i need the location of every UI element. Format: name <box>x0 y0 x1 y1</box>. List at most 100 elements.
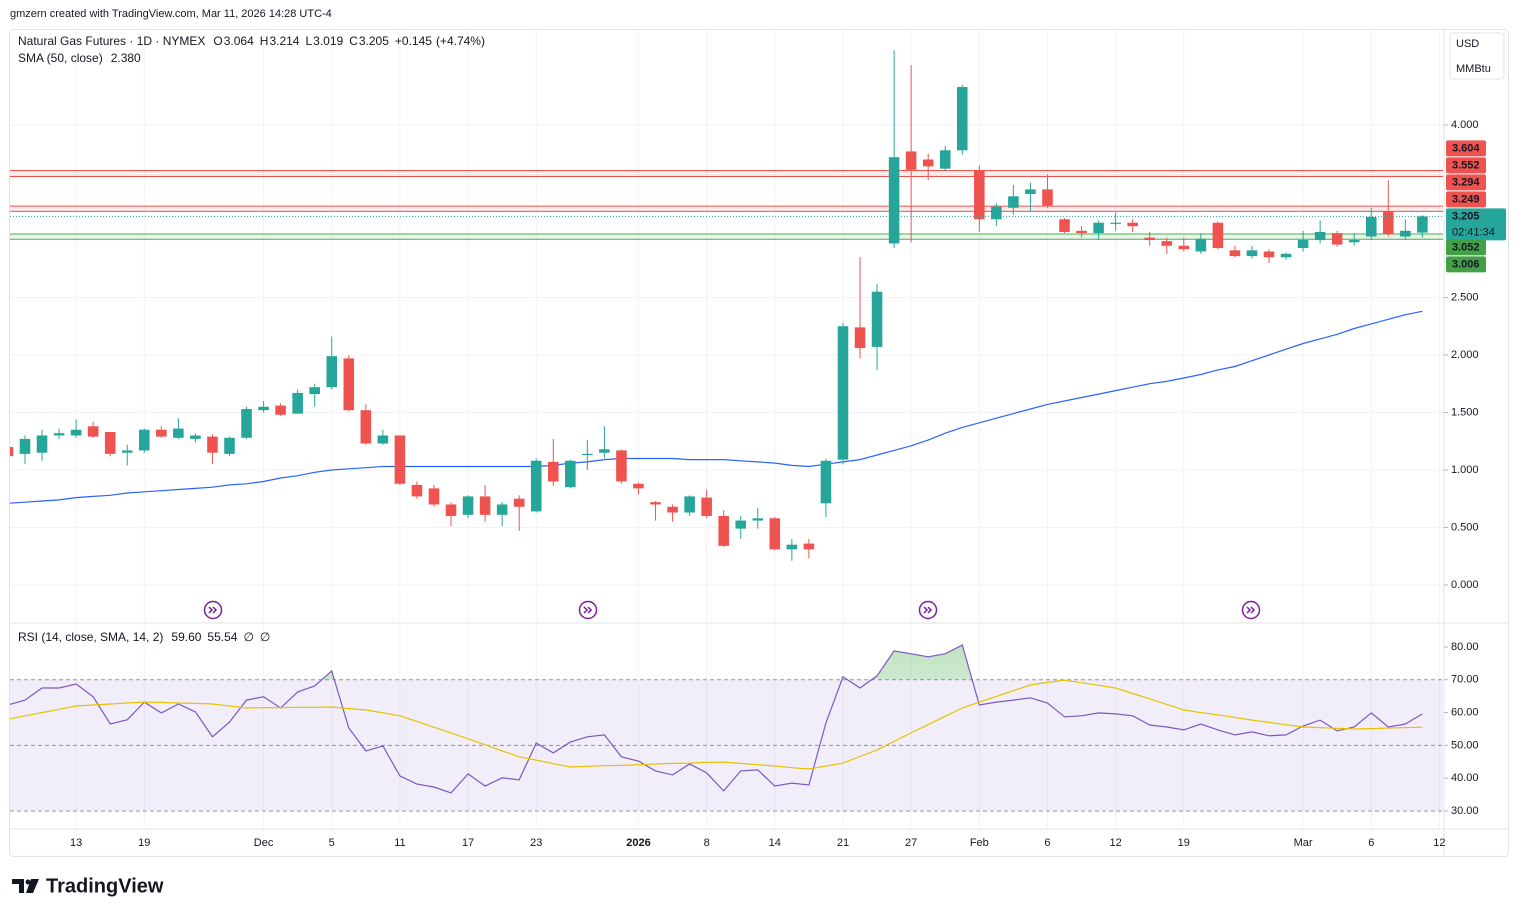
candle-body <box>258 406 269 411</box>
candle-body <box>1161 241 1173 246</box>
y-tick-label: 0.000 <box>1451 579 1479 591</box>
candle-body <box>1263 251 1275 258</box>
x-tick-label: 19 <box>138 837 150 849</box>
level-label: 3.552 <box>1452 159 1480 171</box>
rsi-extra: ∅ <box>260 630 270 644</box>
candle-body <box>173 428 184 438</box>
candle-body <box>547 461 559 482</box>
x-tick-label: 5 <box>329 837 335 849</box>
countdown: 02:41:34 <box>1452 226 1495 238</box>
candle-body <box>377 435 389 444</box>
candle-body <box>905 151 917 170</box>
event-icon[interactable] <box>1241 600 1261 620</box>
y-tick-label: 0.500 <box>1451 521 1479 533</box>
unit: MMBtu <box>1456 63 1491 75</box>
candle-body <box>599 449 610 453</box>
level-label-box <box>1446 174 1486 191</box>
ohlc-value: 3.064 <box>224 34 254 48</box>
x-tick-label: 6 <box>1044 837 1050 849</box>
ohlc-value: 3.205 <box>359 34 389 48</box>
x-tick-label: 2026 <box>626 837 650 849</box>
candle-body <box>735 520 747 529</box>
y-tick-label: 80.00 <box>1451 641 1479 653</box>
event-icon[interactable] <box>918 600 938 620</box>
change-pct: (+4.74%) <box>436 34 485 48</box>
legend-value: 2.380 <box>111 51 141 65</box>
candle-body <box>786 544 798 550</box>
level-label-box <box>1446 157 1486 174</box>
y-tick-label: 70.00 <box>1451 674 1479 686</box>
candle-body <box>207 436 218 453</box>
level-label-box <box>1446 239 1486 256</box>
unit-box[interactable] <box>1449 32 1505 80</box>
level-label: 3.006 <box>1452 258 1480 270</box>
candle-body <box>752 518 764 521</box>
candle-body <box>156 429 167 437</box>
sma-line <box>10 310 1423 504</box>
candle-body <box>10 446 14 457</box>
candle-body <box>1195 238 1207 252</box>
rsi-value: 55.54 <box>207 630 237 644</box>
currency: USD <box>1456 38 1479 50</box>
event-icon[interactable] <box>578 600 598 620</box>
candle-body <box>1178 245 1190 250</box>
candle-body <box>837 326 849 460</box>
logo-mark <box>12 879 39 893</box>
candle-body <box>87 426 99 437</box>
candle-body <box>565 460 576 488</box>
candle-body <box>1331 233 1343 245</box>
x-tick-label: 14 <box>769 837 781 849</box>
logo-dot <box>25 879 31 885</box>
candle-body <box>1280 253 1292 258</box>
x-tick-label: 27 <box>905 837 917 849</box>
x-tick-label: 11 <box>394 837 405 849</box>
candle-body <box>1417 216 1428 233</box>
candle-body <box>922 159 934 167</box>
candle-body <box>956 87 968 151</box>
candle-body <box>411 484 423 497</box>
candle-body <box>1093 222 1104 234</box>
candle-body <box>769 518 781 550</box>
event-icon[interactable] <box>203 600 223 620</box>
candle-body <box>428 488 440 505</box>
candle-body <box>684 496 695 513</box>
candle-body <box>36 435 48 453</box>
brand-logo: TradingView <box>12 875 164 897</box>
candle-body <box>104 432 116 454</box>
candle-body <box>1110 222 1121 224</box>
candle-body <box>582 453 593 456</box>
zone <box>10 234 1443 240</box>
caption: gmzern created with TradingView.com, Mar… <box>10 8 332 20</box>
candle-body <box>1365 216 1377 237</box>
candle-body <box>1400 230 1411 237</box>
level-label-box <box>1446 191 1486 208</box>
rsi-line <box>10 679 1423 770</box>
y-tick-label: 30.00 <box>1451 805 1479 817</box>
x-tick-label: 6 <box>1368 837 1374 849</box>
axes: 13 19 Dec 5 11 17 23 2026 8 14 21 27 Feb 6 12 19 Mar 6 12 0… <box>18 34 1506 849</box>
candle-body <box>275 405 286 415</box>
candle-body <box>292 392 303 414</box>
candle-body <box>479 496 491 515</box>
rsi-line <box>10 644 1423 794</box>
ohlc-key: L <box>305 34 312 48</box>
events <box>203 600 1261 620</box>
candle-body <box>1025 189 1036 194</box>
candle-body <box>19 438 31 454</box>
candle-body <box>70 429 82 436</box>
candle-body <box>854 327 866 349</box>
level-label: 3.052 <box>1452 241 1480 253</box>
level-label-box <box>1446 256 1486 273</box>
candle-body <box>718 515 729 546</box>
candle-body <box>530 460 542 512</box>
candle-body <box>1008 196 1019 208</box>
candle-body <box>701 497 712 516</box>
x-tick-label: 12 <box>1433 837 1445 849</box>
x-tick-label: Dec <box>254 837 274 849</box>
current-price-box <box>1446 208 1506 241</box>
y-tick-label: 1.000 <box>1451 464 1479 476</box>
candle-body <box>496 504 508 515</box>
candle-body <box>1042 189 1053 206</box>
candle-body <box>616 450 627 482</box>
candle-body <box>633 483 644 489</box>
